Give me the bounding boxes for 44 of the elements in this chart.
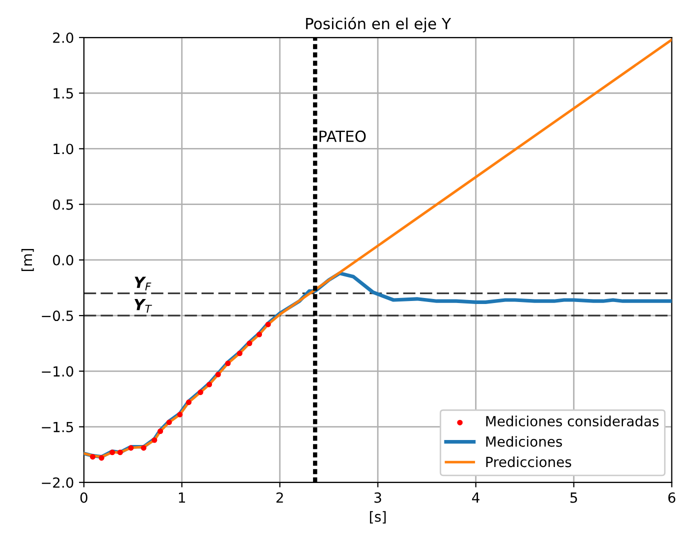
y-tick-label: −2.0: [42, 477, 74, 488]
ref-line-label: Y$_{T}$: [134, 299, 152, 313]
x-axis-title: [s]: [370, 511, 386, 524]
y-tick-label: −0.5: [42, 310, 73, 322]
x-tick-label: 1: [178, 492, 186, 503]
chart-title: Posición en el eje Y: [306, 16, 452, 32]
point: [246, 340, 252, 346]
x-tick-label: 2: [276, 492, 283, 503]
point: [98, 455, 104, 461]
ref-line-label: PATEO: [320, 130, 366, 142]
y-tick-label: 0.0: [52, 254, 74, 266]
x-tick-label: 0: [80, 492, 88, 503]
y-tick-label: 1.5: [54, 88, 73, 99]
point: [265, 322, 271, 328]
point: [225, 360, 231, 366]
legend-label: Mediciones: [486, 436, 562, 447]
y-tick-label: −1.0: [42, 366, 74, 377]
point: [186, 400, 192, 406]
point: [140, 445, 146, 451]
point: [152, 437, 158, 443]
legend-label: Predicciones: [486, 456, 572, 468]
y-tick-label: 1.0: [54, 144, 74, 154]
point: [90, 454, 96, 460]
y-tick-label: 2.0: [53, 32, 74, 43]
point: [110, 450, 116, 456]
x-tick-label: 4: [472, 492, 480, 503]
point: [256, 332, 262, 338]
y-tick-label: −1.5: [42, 422, 73, 432]
point: [166, 420, 172, 426]
legend-label: Mediciones consideradas: [486, 416, 659, 426]
y-tick-label: 0.5: [52, 199, 73, 210]
x-tick-label: 5: [570, 492, 577, 503]
point: [177, 412, 183, 418]
point: [215, 372, 221, 378]
point: [117, 450, 123, 456]
x-tick-label: 6: [668, 492, 676, 503]
point: [236, 350, 242, 356]
y-axis-title: [m]: [21, 248, 34, 271]
point: [198, 390, 204, 396]
point: [206, 382, 212, 388]
point: [128, 445, 134, 451]
ref-line-label: Y$_{F}$: [134, 276, 152, 290]
point: [158, 428, 164, 434]
x-tick-label: 3: [374, 492, 382, 503]
